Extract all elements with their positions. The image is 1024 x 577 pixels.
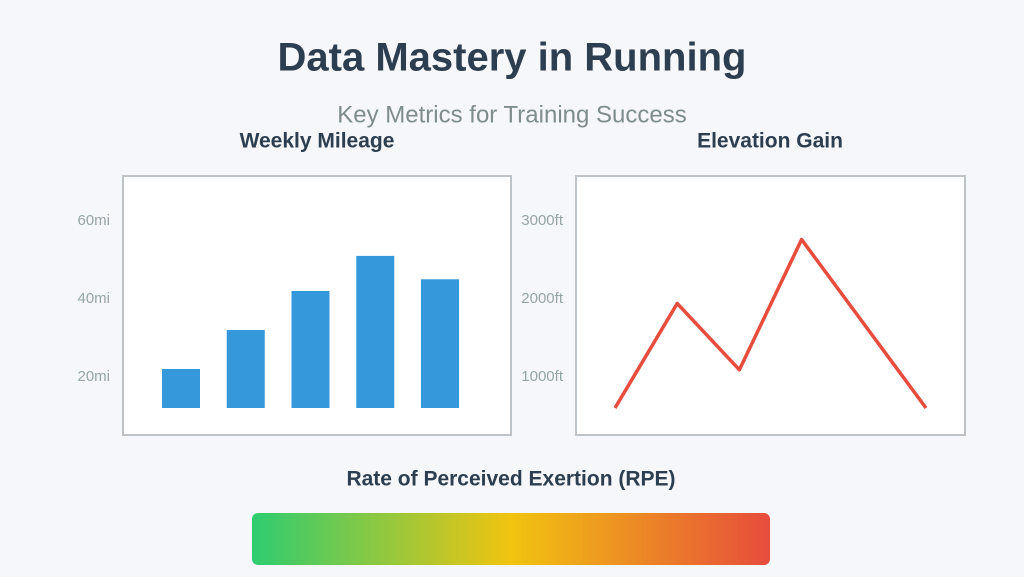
line [613, 237, 928, 410]
y-tick-label: 20mi [77, 368, 110, 385]
bar [421, 279, 459, 408]
y-tick-label: 2000ft [521, 290, 564, 307]
y-tick-label: 1000ft [521, 368, 564, 385]
chart-title: Weekly Mileage [240, 130, 395, 153]
bar [162, 369, 200, 408]
y-tick-label: 3000ft [521, 212, 564, 229]
chart-title: Elevation Gain [697, 130, 843, 153]
rpe-title: Rate of Perceived Exertion (RPE) [346, 468, 675, 491]
y-tick-label: 40mi [77, 290, 110, 307]
y-tick-label: 60mi [77, 212, 110, 229]
bar [291, 291, 330, 408]
subtitle: Key Metrics for Training Success [337, 101, 686, 128]
bar [356, 255, 395, 408]
rpe-scale [252, 513, 770, 565]
title: Data Mastery in Running [278, 36, 747, 80]
bar [226, 330, 265, 408]
